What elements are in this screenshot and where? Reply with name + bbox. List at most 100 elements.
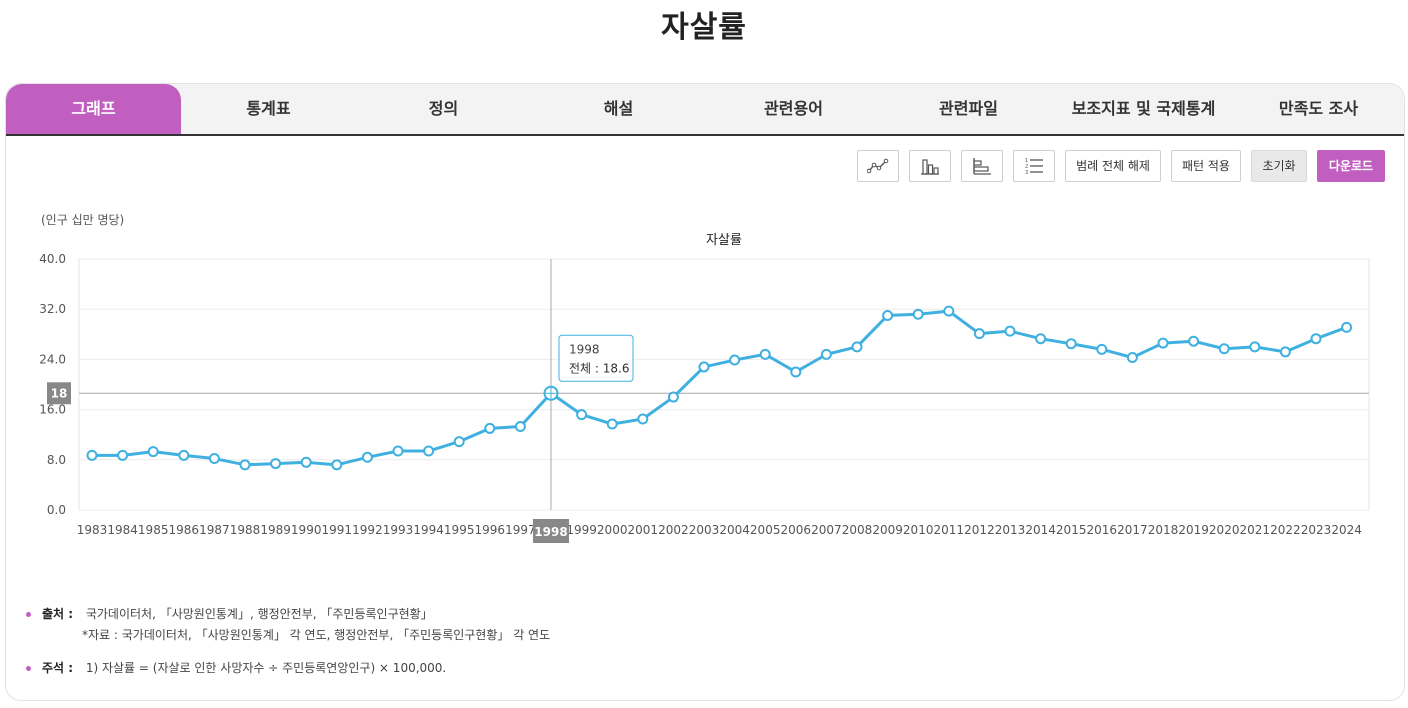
data-point <box>392 445 404 457</box>
reset-button[interactable]: 초기화 <box>1251 150 1307 182</box>
x-tick-label: 2021 <box>1240 523 1271 537</box>
x-tick-label: 2014 <box>1025 523 1056 537</box>
y-tick-label: 0.0 <box>47 503 66 517</box>
data-point <box>300 456 312 468</box>
data-point <box>147 446 159 458</box>
x-tick-label: 2004 <box>719 523 750 537</box>
tab-stat-table[interactable]: 통계표 <box>246 99 291 118</box>
data-point <box>882 309 894 321</box>
x-tick-label: 1996 <box>475 523 506 537</box>
x-tick-label: 2020 <box>1209 523 1240 537</box>
download-button[interactable]: 다운로드 <box>1317 150 1385 182</box>
bar-chart-icon <box>921 159 939 175</box>
x-tick-label: 1995 <box>444 523 475 537</box>
source-line-1: 국가데이터처, 「사망원인통계」, 행정안전부, 「주민등록인구현황」 <box>85 607 433 621</box>
tab-related-files[interactable]: 관련파일 <box>939 99 998 118</box>
horizontal-bar-chart-icon <box>973 158 991 175</box>
data-point <box>1218 343 1230 355</box>
svg-text:3: 3 <box>1025 170 1028 175</box>
tab-commentary[interactable]: 해설 <box>603 99 634 118</box>
data-point <box>178 449 190 461</box>
y-tick-label: 40.0 <box>39 252 66 266</box>
x-tick-label: 2000 <box>597 523 628 537</box>
x-tick-label: 1986 <box>169 523 200 537</box>
source-line-2: *자료 : 국가데이터처, 「사망원인통계」 각 연도, 행정안전부, 「주민등… <box>82 628 551 642</box>
x-tick-label: 2003 <box>689 523 720 537</box>
legend-off-button[interactable]: 범례 전체 해제 <box>1065 150 1161 182</box>
data-point <box>667 391 679 403</box>
data-point <box>1035 333 1047 345</box>
tab-definition[interactable]: 정의 <box>428 99 459 118</box>
data-point <box>239 459 251 471</box>
data-point <box>943 305 955 317</box>
data-point <box>423 445 435 457</box>
source-label: 출처 : <box>42 607 74 621</box>
data-point <box>1310 333 1322 345</box>
y-tick-label: 32.0 <box>39 302 66 316</box>
data-point <box>698 361 710 373</box>
x-tick-label: 1988 <box>230 523 261 537</box>
svg-text:1: 1 <box>1025 158 1028 164</box>
notes-section: 출처 : 국가데이터처, 「사망원인통계」, 행정안전부, 「주민등록인구현황」… <box>26 604 550 679</box>
tab-related-terms[interactable]: 관련용어 <box>764 99 823 118</box>
pattern-apply-button[interactable]: 패턴 적용 <box>1171 150 1241 182</box>
data-point <box>1249 341 1261 353</box>
data-point <box>637 413 649 425</box>
x-tick-label: 2024 <box>1331 523 1362 537</box>
plot-area <box>78 258 1370 511</box>
data-point <box>729 354 741 366</box>
x-tick-label: 1992 <box>352 523 383 537</box>
data-point <box>1279 346 1291 358</box>
x-tick-label: 2005 <box>750 523 781 537</box>
list-view-button[interactable]: 1 2 3 <box>1013 150 1055 182</box>
footnote: 주석 : 1) 자살률 = (자살로 인한 사망자수 ÷ 주민등록연앙인구) ×… <box>26 658 550 679</box>
x-tick-label: 2023 <box>1301 523 1332 537</box>
data-point <box>1341 321 1353 333</box>
bar-chart-button[interactable] <box>909 150 951 182</box>
horizontal-bar-chart-button[interactable] <box>961 150 1003 182</box>
data-point <box>514 421 526 433</box>
source-note: 출처 : 국가데이터처, 「사망원인통계」, 행정안전부, 「주민등록인구현황」 <box>26 604 550 625</box>
svg-text:2: 2 <box>1025 164 1028 170</box>
y-crosshair-badge <box>47 382 71 405</box>
bullet-dot <box>26 666 31 671</box>
data-point <box>1126 352 1138 364</box>
x-tick-label: 2012 <box>964 523 995 537</box>
line-chart-button[interactable] <box>857 150 899 182</box>
x-tick-label: 1997 <box>505 523 536 537</box>
bullet-dot <box>26 612 31 617</box>
data-point <box>851 341 863 353</box>
data-point <box>484 422 496 434</box>
data-point <box>759 348 771 360</box>
content-panel: 그래프 통계표 정의 해설 관련용어 관련파일 보조지표 및 국제통계 만족도 … <box>5 83 1405 701</box>
x-tick-label: 2006 <box>781 523 812 537</box>
data-point <box>331 459 343 471</box>
x-tick-label: 1990 <box>291 523 322 537</box>
x-tick-label: 2013 <box>995 523 1026 537</box>
x-tick-label: 1985 <box>138 523 169 537</box>
x-tick-label: 1987 <box>199 523 230 537</box>
tab-bar: 그래프 통계표 정의 해설 관련용어 관련파일 보조지표 및 국제통계 만족도 … <box>6 84 1404 136</box>
data-point <box>606 418 618 430</box>
data-point <box>1157 337 1169 349</box>
tab-supplementary[interactable]: 보조지표 및 국제통계 <box>1071 99 1216 118</box>
tab-graph[interactable]: 그래프 <box>6 84 181 134</box>
x-tick-label: 2009 <box>872 523 903 537</box>
x-tick-label: 2001 <box>628 523 659 537</box>
x-tick-label: 2015 <box>1056 523 1087 537</box>
data-point <box>576 409 588 421</box>
data-point <box>912 308 924 320</box>
data-point <box>361 451 373 463</box>
tab-satisfaction-survey[interactable]: 만족도 조사 <box>1278 99 1359 118</box>
data-point <box>790 366 802 378</box>
x-tick-label: 1993 <box>383 523 414 537</box>
x-tick-label: 1991 <box>322 523 353 537</box>
x-tick-label: 2016 <box>1087 523 1118 537</box>
x-crosshair-badge <box>533 519 569 543</box>
chart-title: 자살률 <box>706 233 742 248</box>
x-tick-label: 2018 <box>1148 523 1179 537</box>
data-point <box>1188 335 1200 347</box>
data-point <box>820 348 832 360</box>
data-point <box>1004 325 1016 337</box>
